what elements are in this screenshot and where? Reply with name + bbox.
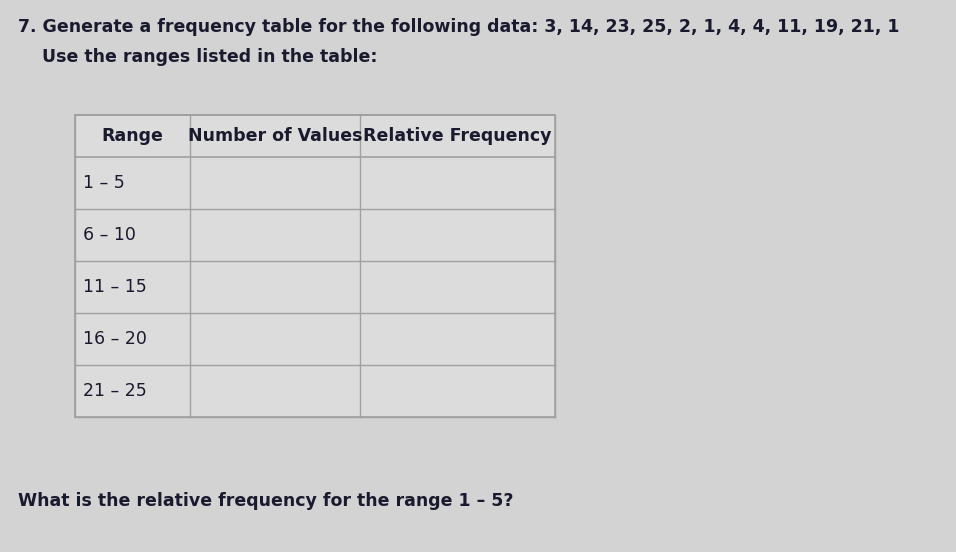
- Text: Relative Frequency: Relative Frequency: [363, 127, 552, 145]
- Bar: [75, 115, 555, 417]
- Text: Number of Values: Number of Values: [187, 127, 362, 145]
- Text: 7. Generate a frequency table for the following data: 3, 14, 23, 25, 2, 1, 4, 4,: 7. Generate a frequency table for the fo…: [18, 18, 900, 36]
- Text: 11 – 15: 11 – 15: [83, 278, 147, 296]
- Text: Use the ranges listed in the table:: Use the ranges listed in the table:: [18, 48, 378, 66]
- Text: 1 – 5: 1 – 5: [83, 174, 124, 192]
- Text: 6 – 10: 6 – 10: [83, 226, 136, 244]
- Text: 21 – 25: 21 – 25: [83, 382, 147, 400]
- Text: What is the relative frequency for the range 1 – 5?: What is the relative frequency for the r…: [18, 492, 513, 510]
- Text: Range: Range: [101, 127, 163, 145]
- Text: 16 – 20: 16 – 20: [83, 330, 147, 348]
